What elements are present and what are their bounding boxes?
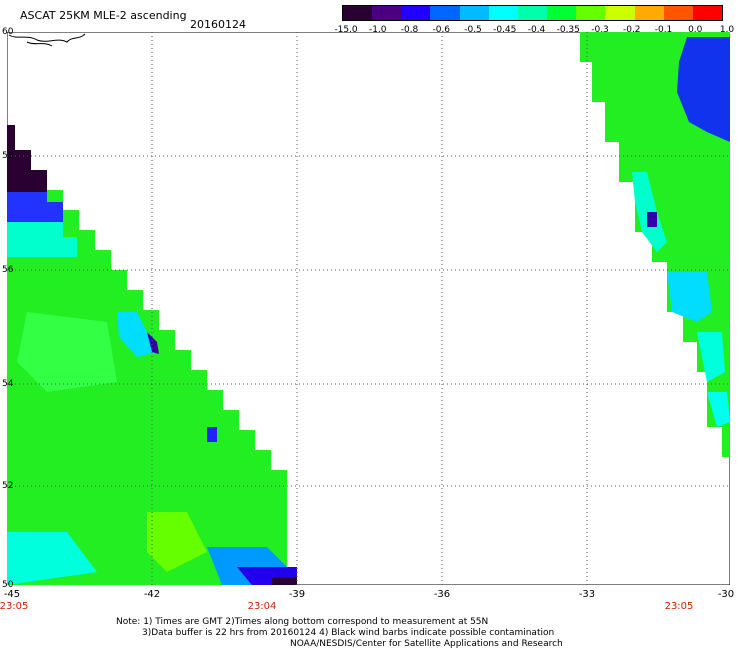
note-line-2: 3)Data buffer is 22 hrs from 20160124 4)… xyxy=(142,628,555,638)
colorbar-swatch xyxy=(576,6,606,20)
colorbar-label: -0.8 xyxy=(400,25,419,35)
colorbar-label: -0.1 xyxy=(654,25,673,35)
map-date: 20160124 xyxy=(190,18,246,31)
colorbar-swatch xyxy=(634,6,664,20)
lat-label-58: 58 xyxy=(2,151,14,161)
colorbar xyxy=(342,5,723,21)
colorbar-labels: -15.0 -1.0 -0.8 -0.6 -0.5 -0.45 -0.4 -0.35 -0.3 -… xyxy=(334,25,738,37)
coastline xyxy=(8,33,86,47)
colorbar-label: 1.0 xyxy=(719,25,735,35)
colorbar-label: -0.6 xyxy=(432,25,451,35)
colorbar-label: -15.0 xyxy=(334,25,358,35)
colorbar-swatch xyxy=(459,6,489,20)
colorbar-label: -0.3 xyxy=(591,25,609,35)
lat-label-52: 52 xyxy=(2,481,14,491)
colorbar-label: -0.35 xyxy=(556,25,580,35)
time-label-right: 23:05 xyxy=(664,601,694,612)
note-line-1: Note: 1) Times are GMT 2)Times along bot… xyxy=(116,617,489,627)
colorbar-swatch xyxy=(430,6,460,20)
note-line-3: NOAA/NESDIS/Center for Satellite Applica… xyxy=(290,639,563,649)
colorbar-swatch xyxy=(692,6,723,20)
colorbar-swatch xyxy=(343,6,373,20)
lon-label-30: -30 xyxy=(717,589,735,600)
lon-label-45: -45 xyxy=(3,589,21,600)
colorbar-label: -0.45 xyxy=(493,25,517,35)
colorbar-swatch xyxy=(663,6,693,20)
lat-label-60: 60 xyxy=(2,27,14,37)
colorbar-label: 0.0 xyxy=(688,25,703,35)
lon-label-36: -36 xyxy=(433,589,451,600)
colorbar-swatch xyxy=(547,6,577,20)
colorbar-swatch xyxy=(605,6,635,20)
lat-label-50: 50 xyxy=(2,580,14,590)
grid-lines xyxy=(7,32,730,585)
colorbar-label: -1.0 xyxy=(368,25,387,35)
time-label-left: 23:05 xyxy=(0,601,29,612)
colorbar-swatch xyxy=(517,6,548,20)
lon-label-33: -33 xyxy=(578,589,596,600)
lon-label-42: -42 xyxy=(143,589,161,600)
colorbar-label: -0.4 xyxy=(527,25,546,35)
lat-label-54: 54 xyxy=(2,379,14,389)
lat-label-56: 56 xyxy=(2,265,14,275)
map-plot xyxy=(7,32,730,585)
right-swath xyxy=(580,32,730,457)
colorbar-label: -0.2 xyxy=(622,25,641,35)
left-swath xyxy=(7,125,297,585)
lon-label-39: -39 xyxy=(288,589,306,600)
time-label-middle: 23:04 xyxy=(247,601,277,612)
colorbar-swatch xyxy=(372,6,402,20)
map-title: ASCAT 25KM MLE-2 ascending xyxy=(20,9,187,22)
colorbar-swatch xyxy=(488,6,518,20)
colorbar-label: -0.5 xyxy=(464,25,482,35)
colorbar-swatch xyxy=(401,6,431,20)
